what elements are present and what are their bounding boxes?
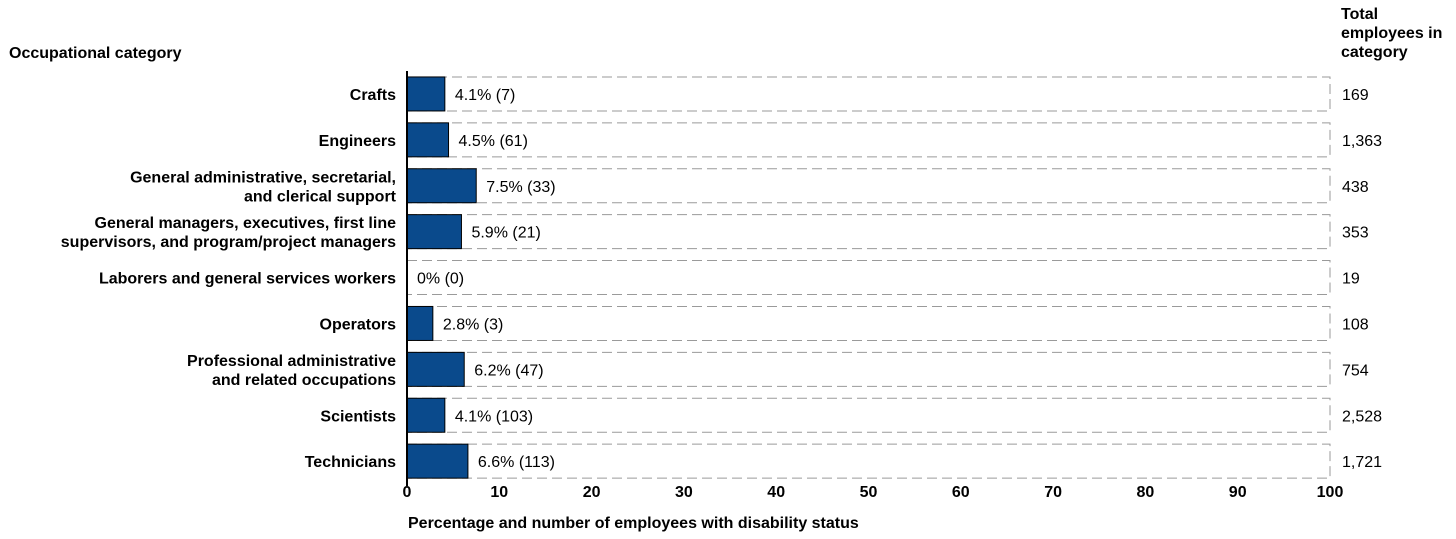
data-label: 4.1% (7): [455, 87, 515, 104]
x-tick-label: 50: [860, 484, 878, 501]
bar: [406, 443, 469, 479]
x-tick-label: 90: [1229, 484, 1247, 501]
category-total: 1,721: [1342, 454, 1382, 471]
data-label: 2.8% (3): [443, 316, 503, 333]
category-total: 1,363: [1342, 133, 1382, 150]
category-label: Scientists: [320, 408, 396, 425]
category-label: Engineers: [319, 133, 396, 150]
category-label-line: supervisors, and program/project manager…: [61, 234, 396, 251]
row-frame: [406, 397, 1331, 433]
category-label: Crafts: [350, 87, 396, 104]
category-label-line: Operators: [320, 316, 397, 333]
data-label: 0% (0): [417, 271, 464, 288]
category-axis-title: Occupational category: [9, 45, 182, 62]
category-label-line: Crafts: [350, 87, 396, 104]
data-label: 6.6% (113): [478, 454, 555, 471]
x-tick-label: 80: [1137, 484, 1155, 501]
category-label: Laborers and general services workers: [99, 271, 396, 288]
row-frame: [406, 214, 1331, 250]
x-tick-label: 60: [952, 484, 970, 501]
category-label-line: Laborers and general services workers: [99, 271, 396, 288]
bar: [406, 351, 465, 387]
data-label: 6.2% (47): [474, 362, 543, 379]
x-tick-label: 100: [1317, 484, 1344, 501]
bar: [406, 122, 450, 158]
totals-column-title: Total employees in category: [1341, 6, 1443, 61]
row-frame: [406, 76, 1331, 112]
category-total: 754: [1342, 362, 1369, 379]
category-total: 438: [1342, 179, 1369, 196]
x-tick-label: 40: [767, 484, 785, 501]
x-tick-label: 20: [583, 484, 601, 501]
data-label: 4.5% (61): [459, 133, 528, 150]
category-total: 169: [1342, 87, 1369, 104]
category-label-line: and clerical support: [244, 188, 397, 205]
category-label: Operators: [320, 316, 397, 333]
category-label-line: and related occupations: [212, 372, 396, 389]
row-frame: [406, 305, 1331, 341]
category-total: 108: [1342, 316, 1369, 333]
bar: [406, 168, 477, 204]
data-label: 5.9% (21): [471, 225, 540, 242]
x-axis-title: Percentage and number of employees with …: [408, 515, 859, 532]
bar: [406, 214, 462, 250]
category-label-line: General managers, executives, first line: [95, 215, 397, 232]
x-tick-label: 30: [675, 484, 693, 501]
bar: [406, 397, 446, 433]
category-label-line: Professional administrative: [187, 353, 396, 370]
x-tick-label: 10: [490, 484, 508, 501]
category-label: Technicians: [305, 454, 396, 471]
category-label-line: General administrative, secretarial,: [130, 169, 396, 186]
x-tick-label: 70: [1044, 484, 1062, 501]
row-frame: [406, 351, 1331, 387]
bar: [406, 305, 434, 341]
row-frame: [406, 122, 1331, 158]
category-total: 353: [1342, 225, 1369, 242]
category-label-line: Engineers: [319, 133, 396, 150]
category-label-line: Scientists: [320, 408, 396, 425]
category-label-line: Technicians: [305, 454, 396, 471]
row-frame: [406, 260, 1331, 296]
bar: [406, 76, 446, 112]
category-total: 2,528: [1342, 408, 1382, 425]
data-label: 7.5% (33): [486, 179, 555, 196]
category-total: 19: [1342, 271, 1360, 288]
category-label: Professional administrative and related o…: [187, 353, 396, 389]
category-label: General managers, executives, first line…: [61, 215, 396, 251]
category-label: General administrative, secretarial, and …: [130, 169, 397, 205]
x-tick-label: 0: [403, 484, 412, 501]
data-label: 4.1% (103): [455, 408, 533, 425]
